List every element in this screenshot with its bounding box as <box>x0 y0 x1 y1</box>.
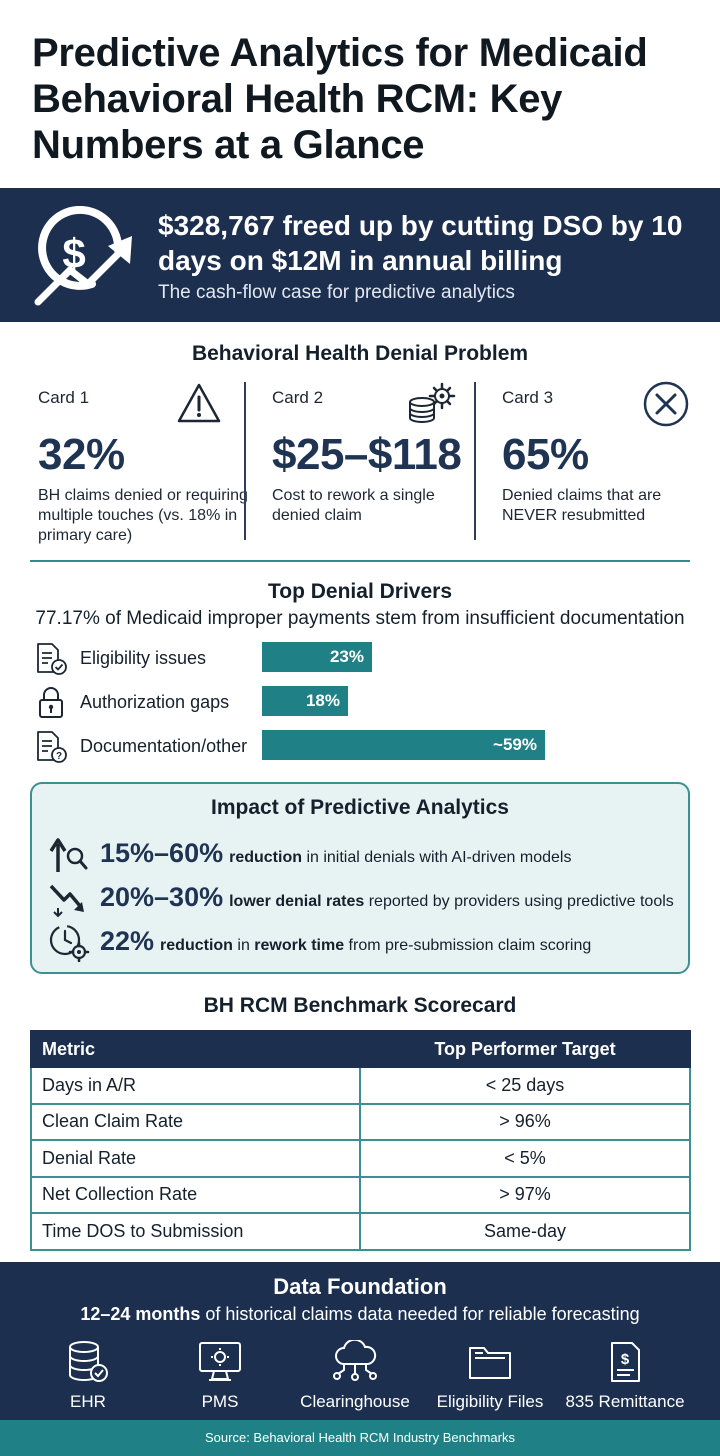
driver-row-documentation: ? Documentation/other ~59% <box>34 730 694 763</box>
metric-cell: Denial Rate <box>30 1139 361 1178</box>
hero-banner: $ $328,767 freed up by cutting DSO by 10… <box>0 188 720 322</box>
svg-text:$: $ <box>62 230 85 277</box>
impact-text: 20%–30% lower denial rates reported by pr… <box>100 882 674 912</box>
impact-row: 15%–60% reduction in initial denials with… <box>48 834 688 874</box>
monitor-gear-icon <box>199 1342 241 1381</box>
table-row: Clean Claim Rate > 96% <box>30 1102 691 1141</box>
page-title: Predictive Analytics for Medicaid Behavi… <box>32 31 648 167</box>
svg-text:$: $ <box>621 1351 630 1368</box>
source-pms: PMS <box>150 1340 290 1412</box>
document-check-icon <box>37 643 67 675</box>
card-label: Card 3 <box>502 388 554 407</box>
driver-bar: 18% <box>262 686 348 716</box>
impact-value: 20%–30% <box>100 882 224 912</box>
receipt-dollar-icon: $ <box>611 1342 640 1382</box>
impact-title: Impact of Predictive Analytics <box>211 796 509 819</box>
driver-label: Authorization gaps <box>80 692 230 712</box>
driver-label: Eligibility issues <box>80 648 207 668</box>
target-cell: > 96% <box>359 1102 691 1141</box>
section-divider <box>30 560 690 562</box>
source-eligibility-files: Eligibility Files <box>420 1340 560 1412</box>
driver-row-authorization: Authorization gaps 18% <box>34 686 694 718</box>
coins-gear-icon <box>409 382 456 423</box>
cloud-network-icon <box>333 1340 377 1381</box>
lock-icon <box>39 687 63 718</box>
table-row: Denial Rate < 5% <box>30 1139 691 1178</box>
source-ehr: EHR <box>18 1340 158 1412</box>
card-divider <box>474 382 476 540</box>
warning-icon <box>177 383 221 423</box>
folder-icon <box>469 1347 511 1379</box>
table-row: Time DOS to Submission Same-day <box>30 1212 691 1251</box>
denial-problem-title: Behavioral Health Denial Problem <box>191 342 529 365</box>
card-value: 65% <box>502 430 589 479</box>
impact-text: 15%–60% reduction in initial denials with… <box>100 838 572 868</box>
column-header: Metric <box>30 1030 361 1068</box>
driver-bar: 23% <box>262 642 372 672</box>
target-cell: < 25 days <box>359 1066 691 1105</box>
column-header: Top Performer Target <box>359 1030 691 1068</box>
scorecard-title: BH RCM Benchmark Scorecard <box>203 994 517 1017</box>
denial-drivers-subtitle: 77.17% of Medicaid improper payments ste… <box>35 608 685 629</box>
impact-panel: Impact of Predictive Analytics 15%–60% re… <box>30 782 690 974</box>
denial-drivers-title: Top Denial Drivers <box>268 580 452 603</box>
x-circle-icon <box>643 381 689 427</box>
card-description: Denied claims that are NEVER resubmitted <box>502 487 662 524</box>
metric-cell: Clean Claim Rate <box>30 1102 361 1141</box>
arrow-up-search-icon <box>49 838 88 872</box>
stat-card-2: Card 2 $25–$118 Cost to rework a single … <box>272 380 472 542</box>
impact-row: 20%–30% lower denial rates reported by pr… <box>48 878 688 918</box>
card-description: Cost to rework a single denied claim <box>272 487 435 524</box>
table-header-row: Metric Top Performer Target <box>30 1030 691 1068</box>
card-label: Card 2 <box>272 388 324 407</box>
svg-text:?: ? <box>56 751 62 762</box>
foundation-title: Data Foundation <box>273 1274 447 1299</box>
metric-cell: Time DOS to Submission <box>30 1212 361 1251</box>
dollar-growth-icon: $ <box>34 206 132 306</box>
driver-row-eligibility: Eligibility issues 23% <box>34 642 694 675</box>
driver-label: Documentation/other <box>80 736 248 756</box>
table-row: Days in A/R < 25 days <box>30 1066 691 1105</box>
target-cell: Same-day <box>359 1212 691 1251</box>
database-check-icon <box>69 1341 108 1382</box>
stat-card-1: Card 1 32% BH claims denied or requiring… <box>38 380 248 544</box>
data-foundation-panel: Data Foundation 12–24 months of historic… <box>0 1262 720 1420</box>
card-divider <box>244 382 246 540</box>
table-row: Net Collection Rate > 97% <box>30 1175 691 1214</box>
foundation-subtitle: 12–24 months of historical claims data n… <box>80 1304 640 1324</box>
card-value: 32% <box>38 430 125 479</box>
source-clearinghouse: Clearinghouse <box>285 1340 425 1412</box>
document-question-icon: ? <box>37 731 67 763</box>
target-cell: < 5% <box>359 1139 691 1178</box>
impact-text: 22% reduction in rework time from pre-sub… <box>100 926 592 956</box>
metric-cell: Net Collection Rate <box>30 1175 361 1214</box>
driver-bar: ~59% <box>262 730 545 760</box>
impact-value: 15%–60% <box>100 838 224 868</box>
hero-headline: $328,767 freed up by cutting DSO by 10 d… <box>158 210 683 276</box>
hero-subtitle: The cash-flow case for predictive analyt… <box>158 282 515 303</box>
card-value: $25–$118 <box>272 430 462 479</box>
trend-down-icon <box>49 884 84 918</box>
card-description: BH claims denied or requiring multiple t… <box>38 487 248 544</box>
source-835-remittance: $ 835 Remittance <box>555 1340 695 1412</box>
stat-card-3: Card 3 65% Denied claims that are NEVER … <box>502 380 702 542</box>
card-label: Card 1 <box>38 388 90 407</box>
target-cell: > 97% <box>359 1175 691 1214</box>
clock-gear-icon <box>49 924 90 962</box>
source-footer: Source: Behavioral Health RCM Industry B… <box>0 1420 720 1456</box>
impact-row: 22% reduction in rework time from pre-sub… <box>48 922 688 962</box>
benchmark-table: Metric Top Performer Target Days in A/R … <box>30 1030 691 1251</box>
impact-value: 22% <box>100 926 155 956</box>
metric-cell: Days in A/R <box>30 1066 361 1105</box>
